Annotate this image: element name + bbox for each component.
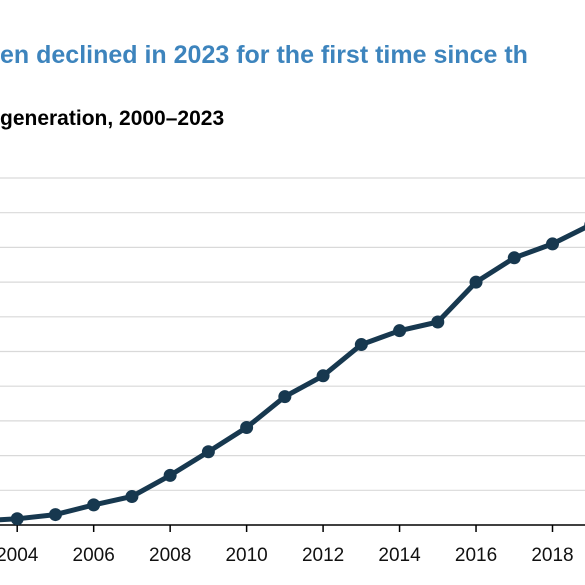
- data-point: [469, 275, 483, 289]
- data-point: [393, 324, 407, 338]
- x-axis: [0, 524, 585, 532]
- data-point: [354, 338, 368, 352]
- series-line: [0, 224, 585, 523]
- x-tick-label: 2014: [378, 545, 421, 566]
- gridlines: [0, 177, 585, 491]
- data-point: [201, 445, 215, 459]
- x-tick-labels: 2004 2006 2008 2010 2012 2014 2016 2018: [0, 545, 574, 566]
- data-point: [125, 490, 139, 504]
- data-point: [10, 512, 24, 526]
- x-tick-label: 2006: [73, 545, 115, 566]
- data-point: [507, 251, 521, 265]
- data-point: [316, 369, 330, 383]
- x-tick-label: 2016: [455, 545, 497, 566]
- chart-title: en declined in 2023 for the first time s…: [0, 41, 528, 69]
- data-point: [240, 420, 254, 434]
- x-tick-label: 2012: [302, 545, 344, 566]
- data-point: [163, 468, 177, 482]
- data-point: [546, 237, 559, 251]
- chart-subtitle: generation, 2000–2023: [0, 107, 225, 130]
- x-tick-label: 2018: [531, 545, 573, 566]
- data-point: [87, 498, 101, 512]
- x-tick-label: 2008: [149, 545, 191, 566]
- data-point: [278, 390, 292, 404]
- data-point: [431, 315, 445, 329]
- x-tick-label: 2004: [0, 545, 39, 566]
- series-group: [0, 221, 585, 526]
- x-tick-label: 2010: [225, 545, 267, 566]
- data-point: [48, 508, 62, 522]
